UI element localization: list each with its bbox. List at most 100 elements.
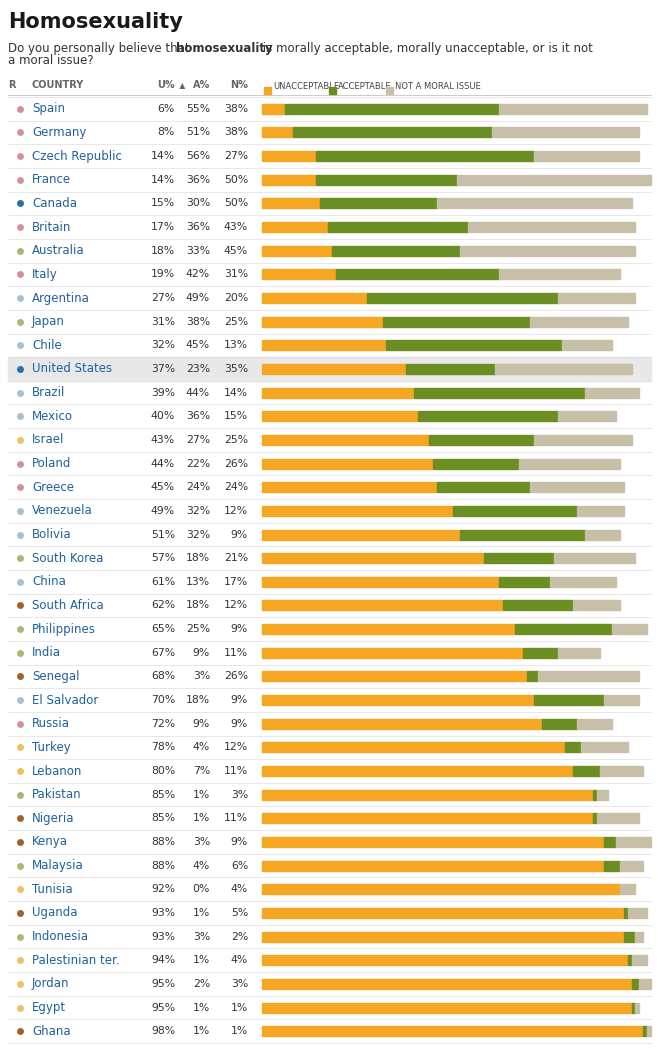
Bar [535, 151, 640, 162]
Text: Senegal: Senegal [32, 670, 79, 683]
Text: 72%: 72% [151, 719, 175, 729]
Bar [573, 766, 601, 776]
Bar [573, 600, 620, 611]
Bar [624, 932, 636, 942]
Text: 1%: 1% [193, 1003, 210, 1012]
Text: UNACCEPTABLE: UNACCEPTABLE [273, 82, 339, 91]
Text: 85%: 85% [151, 813, 175, 823]
Text: 6%: 6% [231, 860, 248, 871]
Text: 11%: 11% [224, 766, 248, 776]
Bar [262, 175, 316, 185]
Text: Indonesia: Indonesia [32, 930, 89, 943]
Text: 93%: 93% [151, 932, 175, 942]
Bar [531, 483, 624, 492]
Bar [535, 435, 632, 445]
Bar [636, 1003, 640, 1012]
Text: 20%: 20% [224, 293, 248, 303]
Text: U%: U% [157, 80, 175, 90]
Bar [620, 884, 636, 895]
Bar [632, 956, 647, 965]
Text: Palestinian ter.: Palestinian ter. [32, 954, 119, 967]
Text: 1%: 1% [193, 813, 210, 823]
Text: 95%: 95% [151, 979, 175, 989]
Text: N%: N% [230, 80, 248, 90]
Text: 40%: 40% [150, 411, 175, 422]
Text: 94%: 94% [151, 956, 175, 965]
Text: Jordan: Jordan [32, 978, 69, 990]
Text: Uganda: Uganda [32, 906, 77, 919]
Text: Chile: Chile [32, 339, 62, 351]
Bar [418, 411, 558, 422]
Bar [632, 979, 640, 989]
Text: 5%: 5% [231, 908, 248, 918]
Text: 13%: 13% [186, 577, 210, 586]
Text: Czech Republic: Czech Republic [32, 150, 122, 163]
Bar [453, 506, 577, 516]
Text: 9%: 9% [231, 837, 248, 847]
Text: 26%: 26% [224, 671, 248, 682]
Bar [519, 458, 620, 469]
Bar [262, 317, 383, 326]
Bar [496, 364, 632, 374]
Bar [262, 813, 593, 823]
Bar [383, 317, 531, 326]
Text: 38%: 38% [224, 128, 248, 137]
Text: 9%: 9% [231, 530, 248, 539]
Text: Malaysia: Malaysia [32, 859, 84, 872]
Text: 88%: 88% [151, 860, 175, 871]
Text: 93%: 93% [151, 908, 175, 918]
Text: 51%: 51% [151, 530, 175, 539]
Text: 26%: 26% [224, 458, 248, 469]
Text: 78%: 78% [151, 743, 175, 752]
Text: 32%: 32% [151, 340, 175, 350]
Text: 14%: 14% [151, 151, 175, 162]
Text: Brazil: Brazil [32, 386, 65, 399]
Bar [332, 245, 461, 256]
Text: Venezuela: Venezuela [32, 505, 93, 517]
Bar [640, 979, 651, 989]
Text: 1%: 1% [231, 1026, 248, 1036]
Text: Canada: Canada [32, 197, 77, 210]
Bar [262, 364, 406, 374]
Text: 15%: 15% [151, 198, 175, 209]
Text: 45%: 45% [224, 245, 248, 256]
Text: 32%: 32% [186, 506, 210, 516]
Text: 4%: 4% [193, 860, 210, 871]
Bar [262, 198, 320, 209]
Text: Do you personally believe that: Do you personally believe that [8, 42, 193, 55]
Text: Argentina: Argentina [32, 292, 90, 304]
Text: 19%: 19% [151, 270, 175, 279]
Text: 22%: 22% [186, 458, 210, 469]
Bar [262, 908, 624, 918]
Text: 33%: 33% [186, 245, 210, 256]
Text: 55%: 55% [186, 104, 210, 114]
Text: Japan: Japan [32, 315, 65, 328]
Text: 7%: 7% [193, 766, 210, 776]
Text: Lebanon: Lebanon [32, 765, 82, 777]
Text: 65%: 65% [151, 624, 175, 635]
Bar [554, 553, 636, 563]
Bar [437, 198, 632, 209]
Text: 36%: 36% [186, 411, 210, 422]
Text: 37%: 37% [151, 364, 175, 374]
Text: 11%: 11% [224, 648, 248, 658]
Text: Britain: Britain [32, 220, 71, 234]
Bar [581, 743, 628, 752]
Text: R: R [8, 80, 15, 90]
Bar [262, 411, 418, 422]
Bar [585, 388, 640, 398]
Text: 31%: 31% [224, 270, 248, 279]
Text: 38%: 38% [186, 317, 210, 326]
Bar [387, 340, 562, 350]
Bar [558, 411, 616, 422]
Text: 9%: 9% [231, 719, 248, 729]
Text: Italy: Italy [32, 267, 58, 281]
Bar [628, 908, 647, 918]
Text: 42%: 42% [186, 270, 210, 279]
Bar [499, 577, 550, 586]
Bar [542, 719, 577, 729]
Bar [620, 860, 644, 871]
Text: 9%: 9% [231, 695, 248, 705]
Text: 25%: 25% [224, 435, 248, 445]
Text: 98%: 98% [151, 1026, 175, 1036]
